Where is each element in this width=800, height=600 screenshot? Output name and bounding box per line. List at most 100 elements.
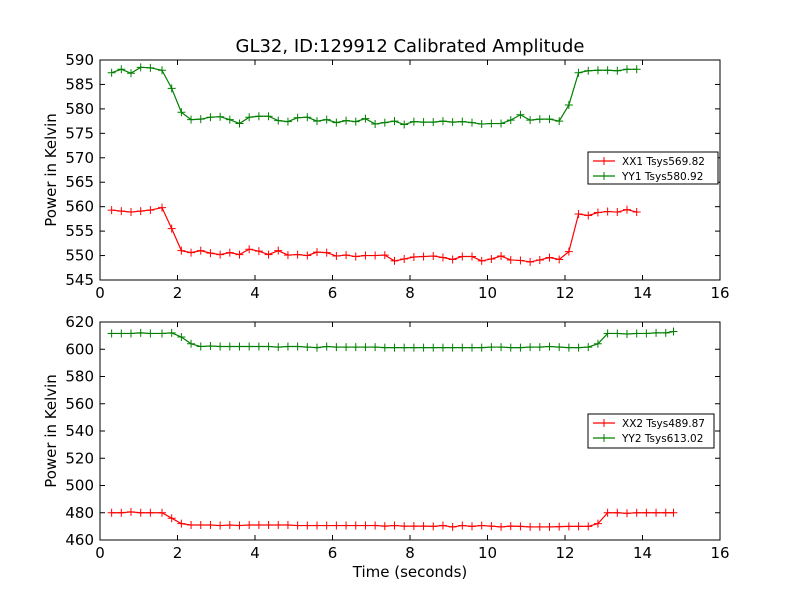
data-point [497, 119, 506, 128]
data-point [380, 251, 389, 260]
data-point [661, 328, 670, 337]
data-point [632, 329, 641, 338]
data-point [545, 522, 554, 531]
data-point [177, 246, 186, 255]
data-point [419, 118, 428, 127]
data-point [448, 255, 457, 264]
data-point [409, 117, 418, 126]
data-point [390, 117, 399, 126]
data-point [235, 119, 244, 128]
data-point [187, 521, 196, 530]
data-point [429, 118, 438, 127]
data-point [136, 207, 145, 216]
data-point [438, 343, 447, 352]
data-point [526, 522, 535, 531]
data-point [438, 253, 447, 262]
series-line [111, 206, 637, 263]
y-tick-label: 540 [65, 422, 94, 440]
data-point [506, 255, 515, 264]
data-point [623, 205, 631, 214]
data-point [371, 521, 380, 530]
series-line [111, 511, 674, 528]
data-point [555, 255, 564, 264]
x-tick-label: 16 [710, 544, 729, 562]
data-point [613, 66, 622, 75]
data-point [235, 250, 244, 259]
data-point [351, 117, 360, 126]
x-tick-label: 2 [173, 284, 183, 302]
y-tick-label: 560 [65, 395, 94, 413]
data-point [603, 508, 612, 517]
data-point [438, 521, 447, 530]
x-tick-label: 8 [405, 544, 415, 562]
data-point [623, 329, 631, 338]
data-point [564, 100, 573, 109]
series-yy1 [107, 63, 641, 129]
data-point [506, 343, 515, 352]
legend-label: XX1 Tsys569.82 [622, 156, 705, 168]
legend-box [587, 413, 715, 449]
data-point [477, 120, 486, 129]
data-point [516, 110, 525, 119]
data-point [107, 508, 116, 517]
data-point [274, 521, 283, 530]
x-tick-label: 10 [478, 544, 497, 562]
data-point [400, 120, 409, 129]
legend-marker [600, 172, 608, 180]
data-point [535, 255, 544, 264]
data-point [458, 252, 467, 261]
data-point [516, 343, 525, 352]
data-point [458, 343, 467, 352]
axes-frame [99, 59, 721, 281]
data-point [535, 115, 544, 124]
y-tick-label: 585 [65, 75, 94, 93]
legend-box [587, 151, 719, 185]
data-point [342, 521, 351, 530]
x-tick-label: 4 [250, 544, 260, 562]
data-point [584, 343, 593, 352]
data-point [254, 521, 263, 530]
y-tick-label: 580 [65, 100, 94, 118]
data-point [235, 342, 244, 351]
data-point [322, 115, 331, 124]
series-xx2 [107, 507, 678, 531]
legend-marker [600, 419, 608, 427]
data-point [458, 521, 467, 530]
data-point [448, 522, 457, 531]
data-point [177, 519, 186, 528]
data-point [632, 508, 641, 517]
data-point [419, 252, 428, 261]
data-point [187, 248, 196, 257]
data-point [158, 66, 166, 75]
data-point [225, 115, 234, 124]
legend-label: YY1 Tsys580.92 [621, 171, 703, 183]
data-point [632, 65, 641, 74]
data-point [448, 343, 457, 352]
data-point [574, 210, 583, 218]
data-point [593, 66, 602, 75]
data-point [564, 343, 573, 352]
data-point [526, 343, 535, 352]
y-tick-label: 560 [65, 198, 94, 216]
data-point [196, 521, 205, 530]
data-point [127, 208, 135, 217]
y-tick-label: 570 [65, 149, 94, 167]
data-point [477, 343, 486, 352]
data-point [187, 115, 196, 124]
legend-marker [600, 157, 608, 165]
data-point [196, 342, 205, 351]
data-point [390, 256, 399, 265]
data-point [642, 329, 651, 338]
data-point [342, 116, 351, 125]
data-point [293, 250, 302, 259]
data-point [526, 116, 535, 125]
data-point [487, 343, 496, 352]
data-point [136, 508, 145, 517]
data-point [283, 117, 292, 126]
data-point [117, 508, 126, 517]
data-point [574, 522, 583, 531]
x-tick-label: 8 [405, 284, 415, 302]
data-point [564, 247, 573, 256]
data-point [584, 211, 593, 220]
data-point [127, 329, 135, 338]
